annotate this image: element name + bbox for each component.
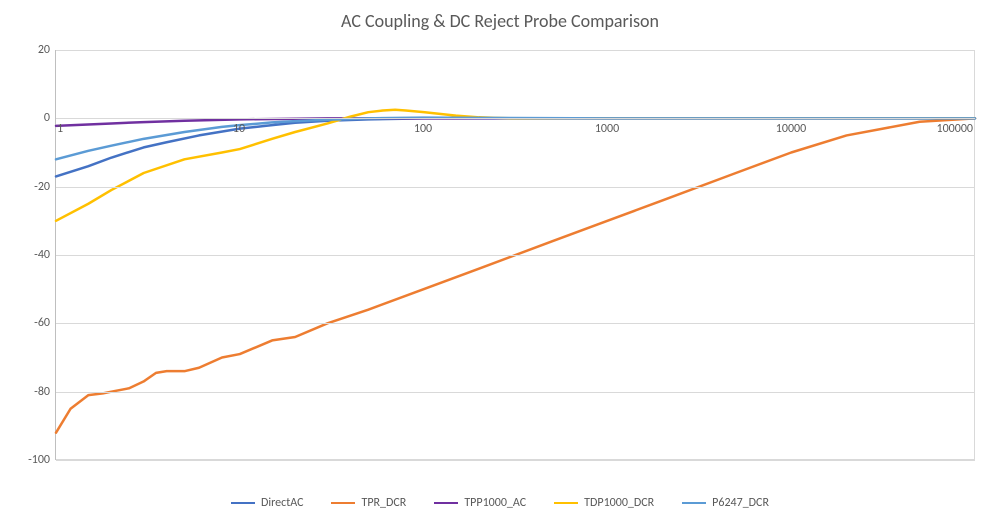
series-line-TPR_DCR [56, 118, 975, 432]
legend-swatch [231, 502, 255, 504]
y-tick-label: -20 [10, 180, 50, 194]
legend-item-TPR_DCR: TPR_DCR [331, 496, 406, 510]
legend-item-TPP1000_AC: TPP1000_AC [434, 496, 526, 510]
x-tick-label: 10 [233, 122, 245, 136]
x-tick-label: 1000 [595, 122, 619, 136]
grid-line-h [56, 255, 975, 256]
legend-item-P6247_DCR: P6247_DCR [682, 496, 769, 510]
plot-area [55, 50, 975, 460]
y-tick-label: -100 [10, 453, 50, 467]
legend-item-TDP1000_DCR: TDP1000_DCR [554, 496, 654, 510]
x-tick-label: 1 [57, 122, 63, 136]
grid-line-h [56, 50, 975, 51]
legend-swatch [434, 502, 458, 504]
grid-line-h [56, 392, 975, 393]
legend: DirectAC TPR_DCR TPP1000_AC TDP1000_DCR P624… [0, 494, 1000, 510]
legend-swatch [554, 502, 578, 504]
x-tick-label: 100 [414, 122, 432, 136]
legend-swatch [331, 502, 355, 504]
chart-title: AC Coupling & DC Reject Probe Comparison [0, 10, 1000, 32]
grid-line-h [56, 118, 975, 119]
legend-label: TDP1000_DCR [584, 496, 654, 510]
legend-label: TPP1000_AC [464, 496, 526, 510]
legend-item-DirectAC: DirectAC [231, 496, 303, 510]
legend-label: DirectAC [261, 496, 303, 510]
y-tick-label: 0 [10, 111, 50, 125]
chart-container: AC Coupling & DC Reject Probe Comparison… [0, 0, 1000, 518]
series-line-DirectAC [56, 118, 975, 176]
y-tick-label: -40 [10, 248, 50, 262]
series-line-TDP1000_DCR [56, 110, 975, 221]
grid-line-h [56, 460, 975, 461]
y-tick-label: -80 [10, 385, 50, 399]
grid-line-h [56, 323, 975, 324]
legend-label: P6247_DCR [712, 496, 769, 510]
legend-swatch [682, 502, 706, 504]
y-tick-label: -60 [10, 316, 50, 330]
grid-line-h [56, 187, 975, 188]
y-tick-label: 20 [10, 43, 50, 57]
legend-label: TPR_DCR [361, 496, 406, 510]
x-tick-label: 10000 [776, 122, 806, 136]
x-tick-label: 100000 [937, 122, 974, 136]
